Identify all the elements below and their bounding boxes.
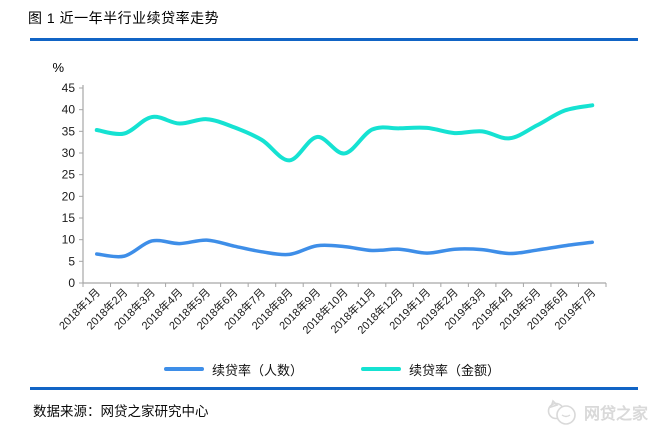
legend-label-amount: 续贷率（金额） <box>409 362 501 378</box>
y-tick-label: 0 <box>68 276 75 290</box>
y-tick-label: 15 <box>62 211 76 225</box>
watermark-text: 网贷之家 <box>583 406 648 423</box>
series-line-0 <box>95 238 594 259</box>
figure-title: 图 1 近一年半行业续贷率走势 <box>28 10 220 26</box>
data-source-note: 数据来源：网贷之家研究中心 <box>33 404 209 419</box>
legend-line-swatch-amount <box>361 367 401 371</box>
y-tick-label: 10 <box>62 233 76 247</box>
legend-item-renewal-rate-amount[interactable]: 续贷率（金额） <box>361 360 500 379</box>
line-chart: %0510152025303540452018年1月2018年2月2018年3月… <box>52 60 607 337</box>
y-tick-label: 30 <box>62 146 76 160</box>
top-divider-line <box>30 38 638 41</box>
y-tick-label: 45 <box>62 81 76 95</box>
series-line-1 <box>94 103 595 163</box>
chart-legend: 续贷率（人数） 续贷率（金额） <box>0 360 664 378</box>
bottom-divider-line <box>30 387 638 390</box>
legend-label-people: 续贷率（人数） <box>211 362 303 378</box>
chart-area: % 0 5 10 15 20 25 30 35 40 45 2018年1月 2018年2月 2018年3月… <box>0 52 664 354</box>
wdzj-logo-icon <box>547 399 576 425</box>
y-tick-label: 35 <box>62 124 76 138</box>
y-tick-label: 40 <box>62 103 76 117</box>
brand-watermark: 网贷之家 <box>545 398 648 426</box>
legend-line-swatch-people <box>163 367 204 371</box>
y-axis-unit-label: % <box>52 60 64 75</box>
y-tick-label: 25 <box>62 168 76 182</box>
y-tick-label: 5 <box>68 254 75 268</box>
y-tick-label: 20 <box>62 189 76 203</box>
legend-item-renewal-rate-people[interactable]: 续贷率（人数） <box>163 360 303 379</box>
